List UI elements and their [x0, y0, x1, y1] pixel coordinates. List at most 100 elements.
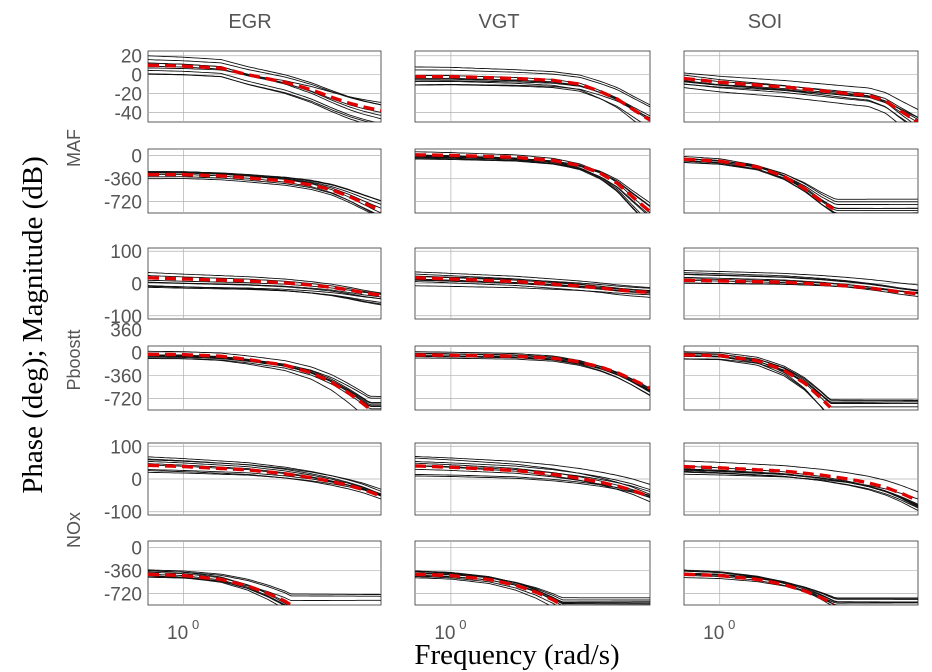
panel-pboostt-mag-soi	[683, 247, 919, 320]
nominal-line	[684, 157, 835, 211]
panel-frame	[683, 50, 919, 123]
nominal-line	[684, 464, 918, 503]
model-set-line	[415, 570, 650, 604]
model-set-line	[415, 577, 550, 605]
y-tick-label: 100	[110, 242, 142, 263]
model-set-line	[684, 358, 825, 410]
nominal-line	[415, 353, 650, 390]
model-set-line	[148, 358, 358, 410]
model-set-line	[148, 73, 361, 122]
model-set-line	[684, 87, 898, 122]
series-group	[148, 272, 381, 306]
nominal-line	[415, 572, 563, 605]
model-set-line	[148, 285, 381, 306]
model-set-line	[148, 571, 291, 605]
series-group	[684, 460, 918, 511]
y-tick-label: 0	[131, 66, 142, 87]
series-group	[415, 66, 650, 122]
nominal-line	[415, 74, 650, 122]
model-set-line	[415, 275, 650, 289]
column-title-egr: EGR	[228, 11, 271, 33]
series-group	[415, 351, 650, 396]
model-set-line	[148, 569, 381, 596]
series-group	[684, 72, 918, 122]
series-group	[415, 271, 650, 298]
panel-maf-mag-vgt	[414, 50, 651, 123]
model-set-line	[415, 83, 650, 119]
y-axis-title: Phase (deg); Magnitude (dB)	[17, 156, 49, 493]
model-set-line	[684, 272, 918, 291]
model-set-line	[148, 460, 381, 495]
panel-pboostt-ph-egr	[147, 345, 382, 411]
model-set-line	[148, 272, 381, 294]
x-tick-exponent: 0	[192, 617, 199, 632]
model-set-line	[415, 576, 557, 605]
model-set-line	[415, 457, 650, 495]
y-tick-label: 360	[110, 320, 142, 341]
y-tick-label: 100	[110, 437, 142, 458]
y-tick-label: -360	[104, 169, 142, 190]
model-set-line	[148, 459, 381, 490]
y-tick-label: 20	[121, 47, 142, 68]
model-set-line	[148, 458, 381, 495]
model-set-line	[148, 576, 381, 602]
model-set-line	[415, 271, 650, 289]
model-set-line	[415, 357, 650, 396]
model-set-line	[415, 66, 650, 106]
nominal-line	[148, 63, 381, 113]
model-set-line	[415, 461, 650, 491]
output-label-pboostt: Pboostt	[64, 329, 84, 390]
model-set-line	[148, 356, 381, 404]
model-set-line	[684, 274, 918, 292]
model-set-line	[415, 151, 650, 213]
nominal-line	[684, 572, 834, 605]
y-tick-label: -100	[104, 307, 142, 328]
panel-maf-mag-soi	[683, 50, 919, 123]
x-axis-title: Frequency (rad/s)	[414, 639, 619, 671]
y-tick-label: -40	[115, 104, 142, 125]
y-tick-label: 0	[131, 470, 142, 491]
panel-nox-mag-egr	[147, 442, 382, 516]
model-set-line	[148, 575, 286, 605]
model-set-line	[148, 350, 381, 397]
model-set-line	[148, 55, 381, 106]
model-set-line	[684, 72, 918, 110]
output-labels: MAF Pboostt NOx	[64, 129, 84, 548]
series-group	[684, 270, 918, 298]
y-tick-label: 0	[131, 343, 142, 364]
model-set-line	[148, 470, 381, 500]
y-tick-label: -20	[115, 85, 142, 106]
x-tick-exponent: 0	[459, 617, 466, 632]
model-set-line	[415, 77, 650, 121]
series-group	[148, 569, 381, 605]
x-tick-label: 10	[434, 623, 455, 644]
model-set-line	[148, 69, 377, 122]
panel-nox-ph-egr	[147, 540, 382, 606]
nominal-line	[148, 463, 381, 498]
y-tick-label: -360	[104, 561, 142, 582]
model-set-line	[684, 83, 908, 122]
x-tick-label: 10	[703, 623, 724, 644]
model-set-line	[148, 59, 381, 106]
panel-frame	[147, 50, 382, 123]
nominal-line	[148, 572, 292, 605]
series-group	[148, 456, 381, 500]
nominal-line	[415, 464, 650, 499]
nominal-line	[148, 352, 371, 410]
panel-maf-ph-egr	[147, 148, 382, 214]
output-label-nox: NOx	[64, 512, 84, 548]
model-set-line	[415, 473, 650, 496]
model-set-line	[415, 157, 646, 213]
model-set-line	[684, 351, 918, 401]
series-group	[684, 156, 918, 213]
model-set-line	[148, 286, 381, 303]
series-group	[148, 350, 381, 410]
panel-pboostt-mag-vgt	[414, 247, 651, 320]
y-tick-label: -720	[104, 389, 142, 410]
panel-nox-mag-soi	[683, 442, 919, 516]
series-group	[415, 456, 650, 503]
series-group	[684, 351, 918, 410]
series-group	[148, 55, 381, 122]
y-tick-label: -100	[104, 503, 142, 524]
